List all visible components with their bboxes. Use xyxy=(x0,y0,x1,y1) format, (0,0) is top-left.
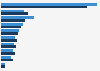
Bar xyxy=(1,12,28,15)
Bar xyxy=(1,3,97,6)
Bar xyxy=(1,16,34,19)
Bar xyxy=(1,65,6,68)
Bar xyxy=(1,56,11,59)
Bar xyxy=(1,26,21,28)
Bar xyxy=(1,63,4,65)
Bar xyxy=(1,43,14,45)
Bar xyxy=(1,10,24,12)
Bar xyxy=(1,59,12,61)
Bar xyxy=(1,39,17,42)
Bar xyxy=(1,29,19,32)
Bar xyxy=(1,45,16,48)
Bar xyxy=(1,6,88,8)
Bar xyxy=(1,52,15,55)
Bar xyxy=(1,19,25,22)
Bar xyxy=(1,36,15,39)
Bar xyxy=(1,23,23,26)
Bar xyxy=(1,49,13,52)
Bar xyxy=(1,32,18,35)
